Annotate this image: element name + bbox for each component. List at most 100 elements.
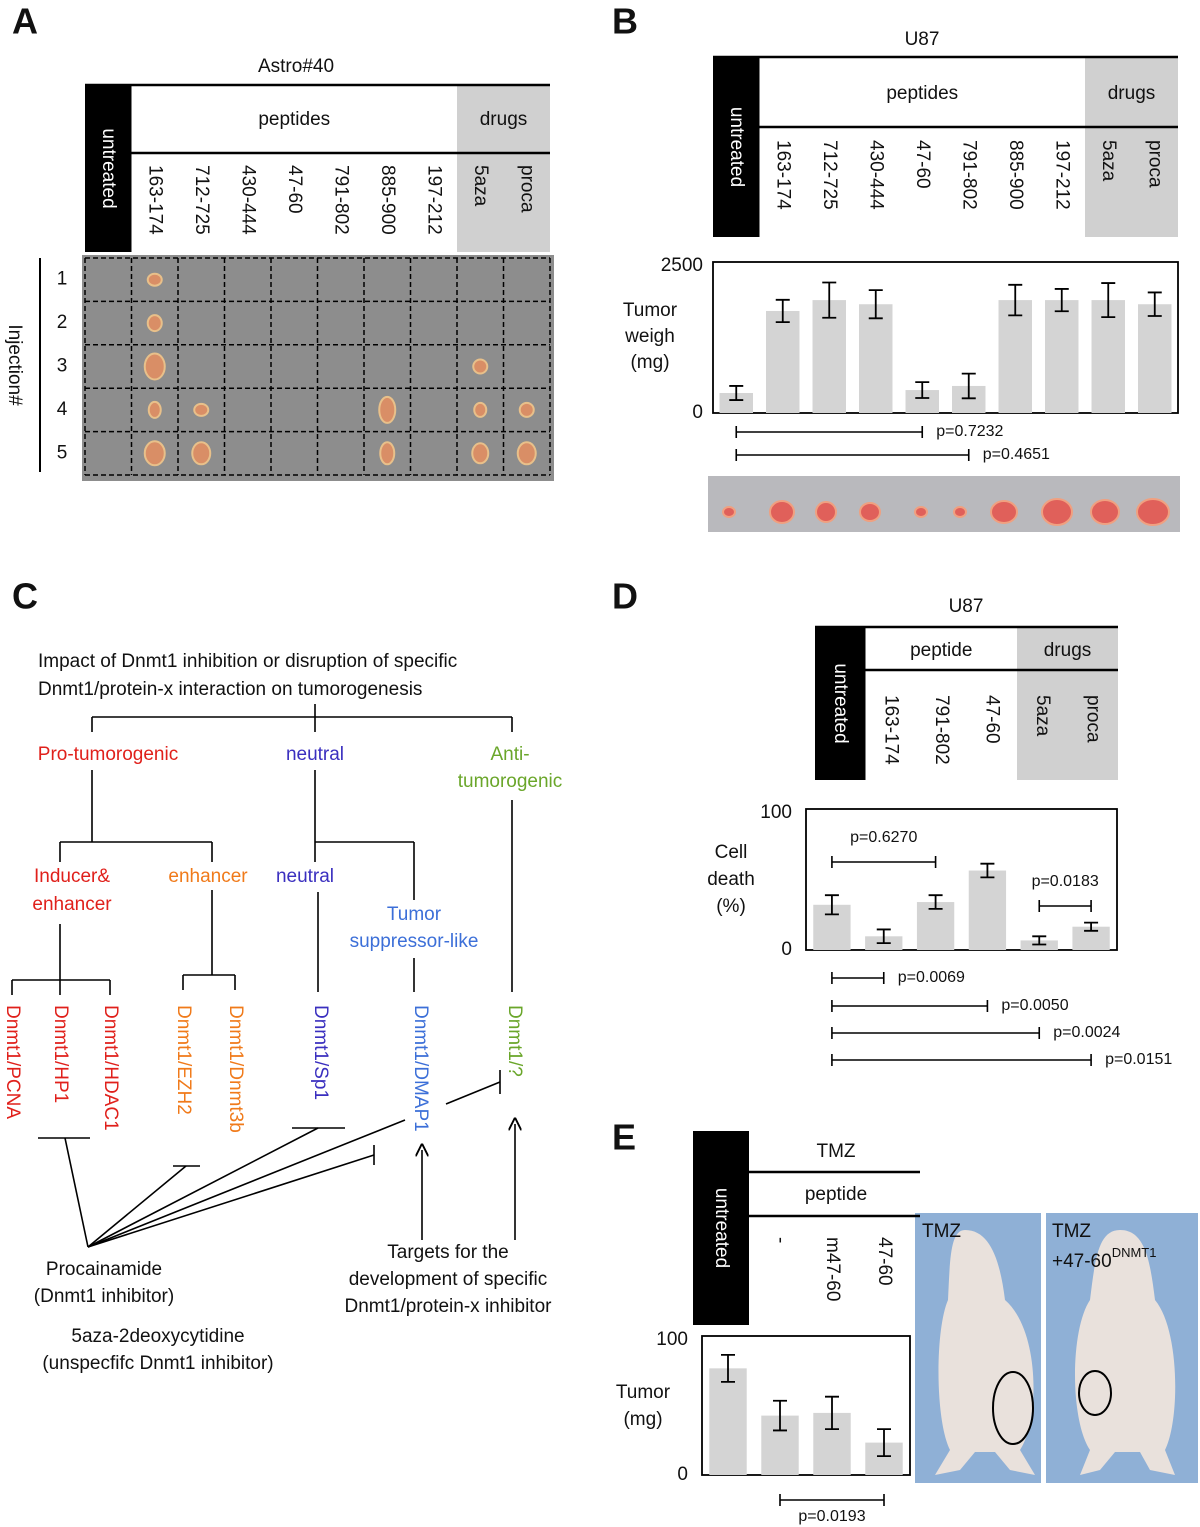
p-value: p=0.0024 bbox=[1053, 1024, 1120, 1041]
bar bbox=[905, 390, 939, 413]
column-label: proca bbox=[517, 165, 538, 213]
column-label: 47-60 bbox=[284, 165, 305, 214]
connector bbox=[64, 1137, 89, 1248]
y-tick-label: 0 bbox=[677, 1464, 688, 1485]
y-axis-label: (mg) bbox=[630, 352, 669, 373]
tumor bbox=[471, 442, 490, 465]
y-axis-label: (%) bbox=[716, 896, 746, 917]
mouse-photos: TMZ TMZ +47-60DNMT1 bbox=[915, 1213, 1198, 1483]
p-value: p=0.7232 bbox=[936, 423, 1003, 440]
tumor bbox=[518, 401, 535, 418]
tumor bbox=[147, 400, 162, 419]
bar bbox=[709, 1368, 747, 1475]
tumor bbox=[146, 272, 163, 287]
tumor bbox=[722, 506, 736, 518]
chart-title: U87 bbox=[905, 29, 940, 50]
tumor bbox=[859, 502, 881, 522]
untreated-label: untreated bbox=[711, 1188, 732, 1268]
tumor bbox=[990, 500, 1018, 524]
error-bar bbox=[825, 1395, 839, 1430]
connector bbox=[445, 1081, 501, 1105]
error-bar bbox=[729, 385, 744, 401]
p-value: p=0.0193 bbox=[798, 1508, 865, 1525]
photo-label: TMZ bbox=[922, 1221, 961, 1242]
untreated-box bbox=[815, 627, 866, 780]
tumor bbox=[1041, 498, 1073, 526]
column-label: 791-802 bbox=[331, 165, 352, 235]
tumor bbox=[815, 501, 837, 523]
target-label: Targets for the bbox=[387, 1242, 508, 1263]
comparison-bracket bbox=[831, 1000, 989, 1012]
chart-title: U87 bbox=[949, 596, 984, 617]
group-label: drugs bbox=[1108, 83, 1156, 104]
column-label: 885-900 bbox=[377, 165, 398, 235]
tumor bbox=[472, 358, 489, 375]
connector bbox=[87, 1127, 319, 1248]
tumor bbox=[146, 314, 163, 333]
y-tick-label: 2500 bbox=[661, 255, 703, 276]
column-label: 163-174 bbox=[773, 140, 794, 210]
y-axis-label: (mg) bbox=[623, 1409, 662, 1430]
complex-label: Dnmt1/DMAP1 bbox=[410, 1005, 431, 1132]
column-label: 47-60 bbox=[912, 140, 933, 189]
column-label: proca bbox=[1145, 140, 1166, 188]
error-bar bbox=[1147, 291, 1162, 317]
row-label: 2 bbox=[57, 312, 68, 333]
tumor-circle bbox=[1078, 1370, 1112, 1416]
error-bar bbox=[1084, 921, 1099, 932]
column-label: 5aza bbox=[1032, 695, 1053, 737]
panel-letter: C bbox=[12, 576, 38, 617]
column-label: 197-212 bbox=[1052, 140, 1073, 210]
panel-letter: A bbox=[12, 1, 38, 42]
column-label: 197-212 bbox=[424, 165, 445, 235]
comparison-bracket bbox=[1038, 900, 1092, 912]
inhibitor-label: Procainamide bbox=[46, 1259, 162, 1280]
panel-letter: D bbox=[612, 576, 638, 617]
panel-title: Astro#40 bbox=[258, 56, 334, 77]
error-bar bbox=[915, 381, 930, 399]
error-bar bbox=[928, 894, 943, 910]
diagram: C Impact of Dnmt1 inhibition or disrupti… bbox=[2, 576, 562, 1375]
untreated-label: untreated bbox=[726, 107, 747, 187]
tumor bbox=[143, 440, 166, 467]
complex-label: Dnmt1/Sp1 bbox=[310, 1005, 331, 1100]
group-label: peptides bbox=[886, 83, 958, 104]
untreated-box bbox=[85, 85, 132, 252]
panel-letter: B bbox=[612, 1, 638, 42]
y-axis-label: Tumor bbox=[616, 1382, 671, 1403]
p-value: p=0.6270 bbox=[850, 829, 917, 846]
y-axis-label: death bbox=[707, 869, 755, 890]
node-label: Inducer& bbox=[34, 866, 110, 887]
error-bar bbox=[773, 1399, 787, 1432]
error-bar bbox=[961, 372, 976, 400]
bar bbox=[812, 300, 846, 413]
group-label: peptide bbox=[805, 1184, 867, 1205]
error-bar bbox=[822, 281, 837, 319]
complex-label: Dnmt1/EZH2 bbox=[173, 1005, 194, 1115]
tumor bbox=[193, 402, 210, 417]
error-bar bbox=[824, 894, 839, 916]
tumor bbox=[1136, 498, 1170, 526]
photo-label-line: +47-60 bbox=[1052, 1251, 1112, 1272]
bar bbox=[1045, 300, 1079, 413]
p-value: p=0.0151 bbox=[1105, 1051, 1172, 1068]
photo-label: TMZ bbox=[1052, 1221, 1091, 1242]
tumor bbox=[1090, 499, 1120, 525]
error-bar bbox=[877, 1428, 891, 1457]
complex-label: Dnmt1/Dnmt3b bbox=[225, 1005, 246, 1133]
error-bar bbox=[1101, 282, 1116, 319]
p-value: p=0.4651 bbox=[983, 446, 1050, 463]
error-bar bbox=[1008, 283, 1023, 317]
error-bar bbox=[775, 298, 790, 324]
p-value: p=0.0050 bbox=[1001, 997, 1068, 1014]
column-label: 47-60 bbox=[982, 695, 1003, 744]
plot-frame bbox=[712, 261, 1179, 414]
column-label: proca bbox=[1083, 695, 1104, 743]
y-tick-label: 0 bbox=[692, 402, 703, 423]
column-label: 163-174 bbox=[145, 165, 166, 235]
group-label: TMZ bbox=[816, 1141, 855, 1162]
node-label: tumorogenic bbox=[458, 771, 563, 792]
bar bbox=[968, 870, 1007, 950]
inhibitor-label: 5aza-2deoxycytidine bbox=[71, 1326, 244, 1347]
superscript: DNMT1 bbox=[1112, 1245, 1157, 1260]
